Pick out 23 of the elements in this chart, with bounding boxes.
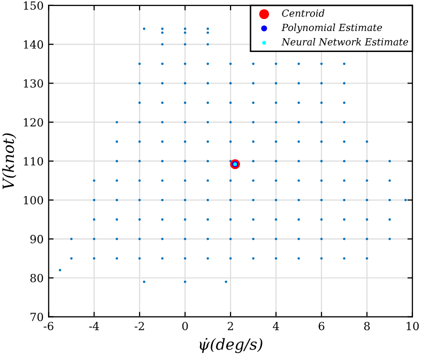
y-tick-label: 140 xyxy=(24,40,44,49)
legend-label: Neural Network Estimate xyxy=(281,38,408,46)
y-tick-label: 110 xyxy=(24,157,44,166)
x-tick-label: -6 xyxy=(44,322,54,330)
y-tick-label: 120 xyxy=(24,118,44,127)
y-tick-label: 150 xyxy=(24,1,44,10)
x-tick-label: 6 xyxy=(318,322,324,330)
x-tick-label: 2 xyxy=(228,322,233,330)
legend-label: Centroid xyxy=(282,9,324,17)
x-tick-label: 10 xyxy=(406,322,419,330)
x-tick-label: -4 xyxy=(89,322,99,330)
x-axis-title: ψ̇(deg/s) xyxy=(200,338,262,354)
y-tick-label: 90 xyxy=(30,234,44,244)
y-tick-label: 70 xyxy=(30,312,44,322)
x-tick-label: 0 xyxy=(182,322,188,330)
y-tick-label: 100 xyxy=(24,196,44,204)
legend-label: Polynomial Estimate xyxy=(281,24,382,34)
x-tick-label: 4 xyxy=(272,322,279,330)
y-axis-title: V(knot) xyxy=(2,133,16,190)
x-tick-label: -2 xyxy=(134,322,144,330)
x-tick-label: 8 xyxy=(364,322,370,330)
y-tick-label: 130 xyxy=(24,79,44,88)
y-tick-label: 80 xyxy=(30,274,44,282)
